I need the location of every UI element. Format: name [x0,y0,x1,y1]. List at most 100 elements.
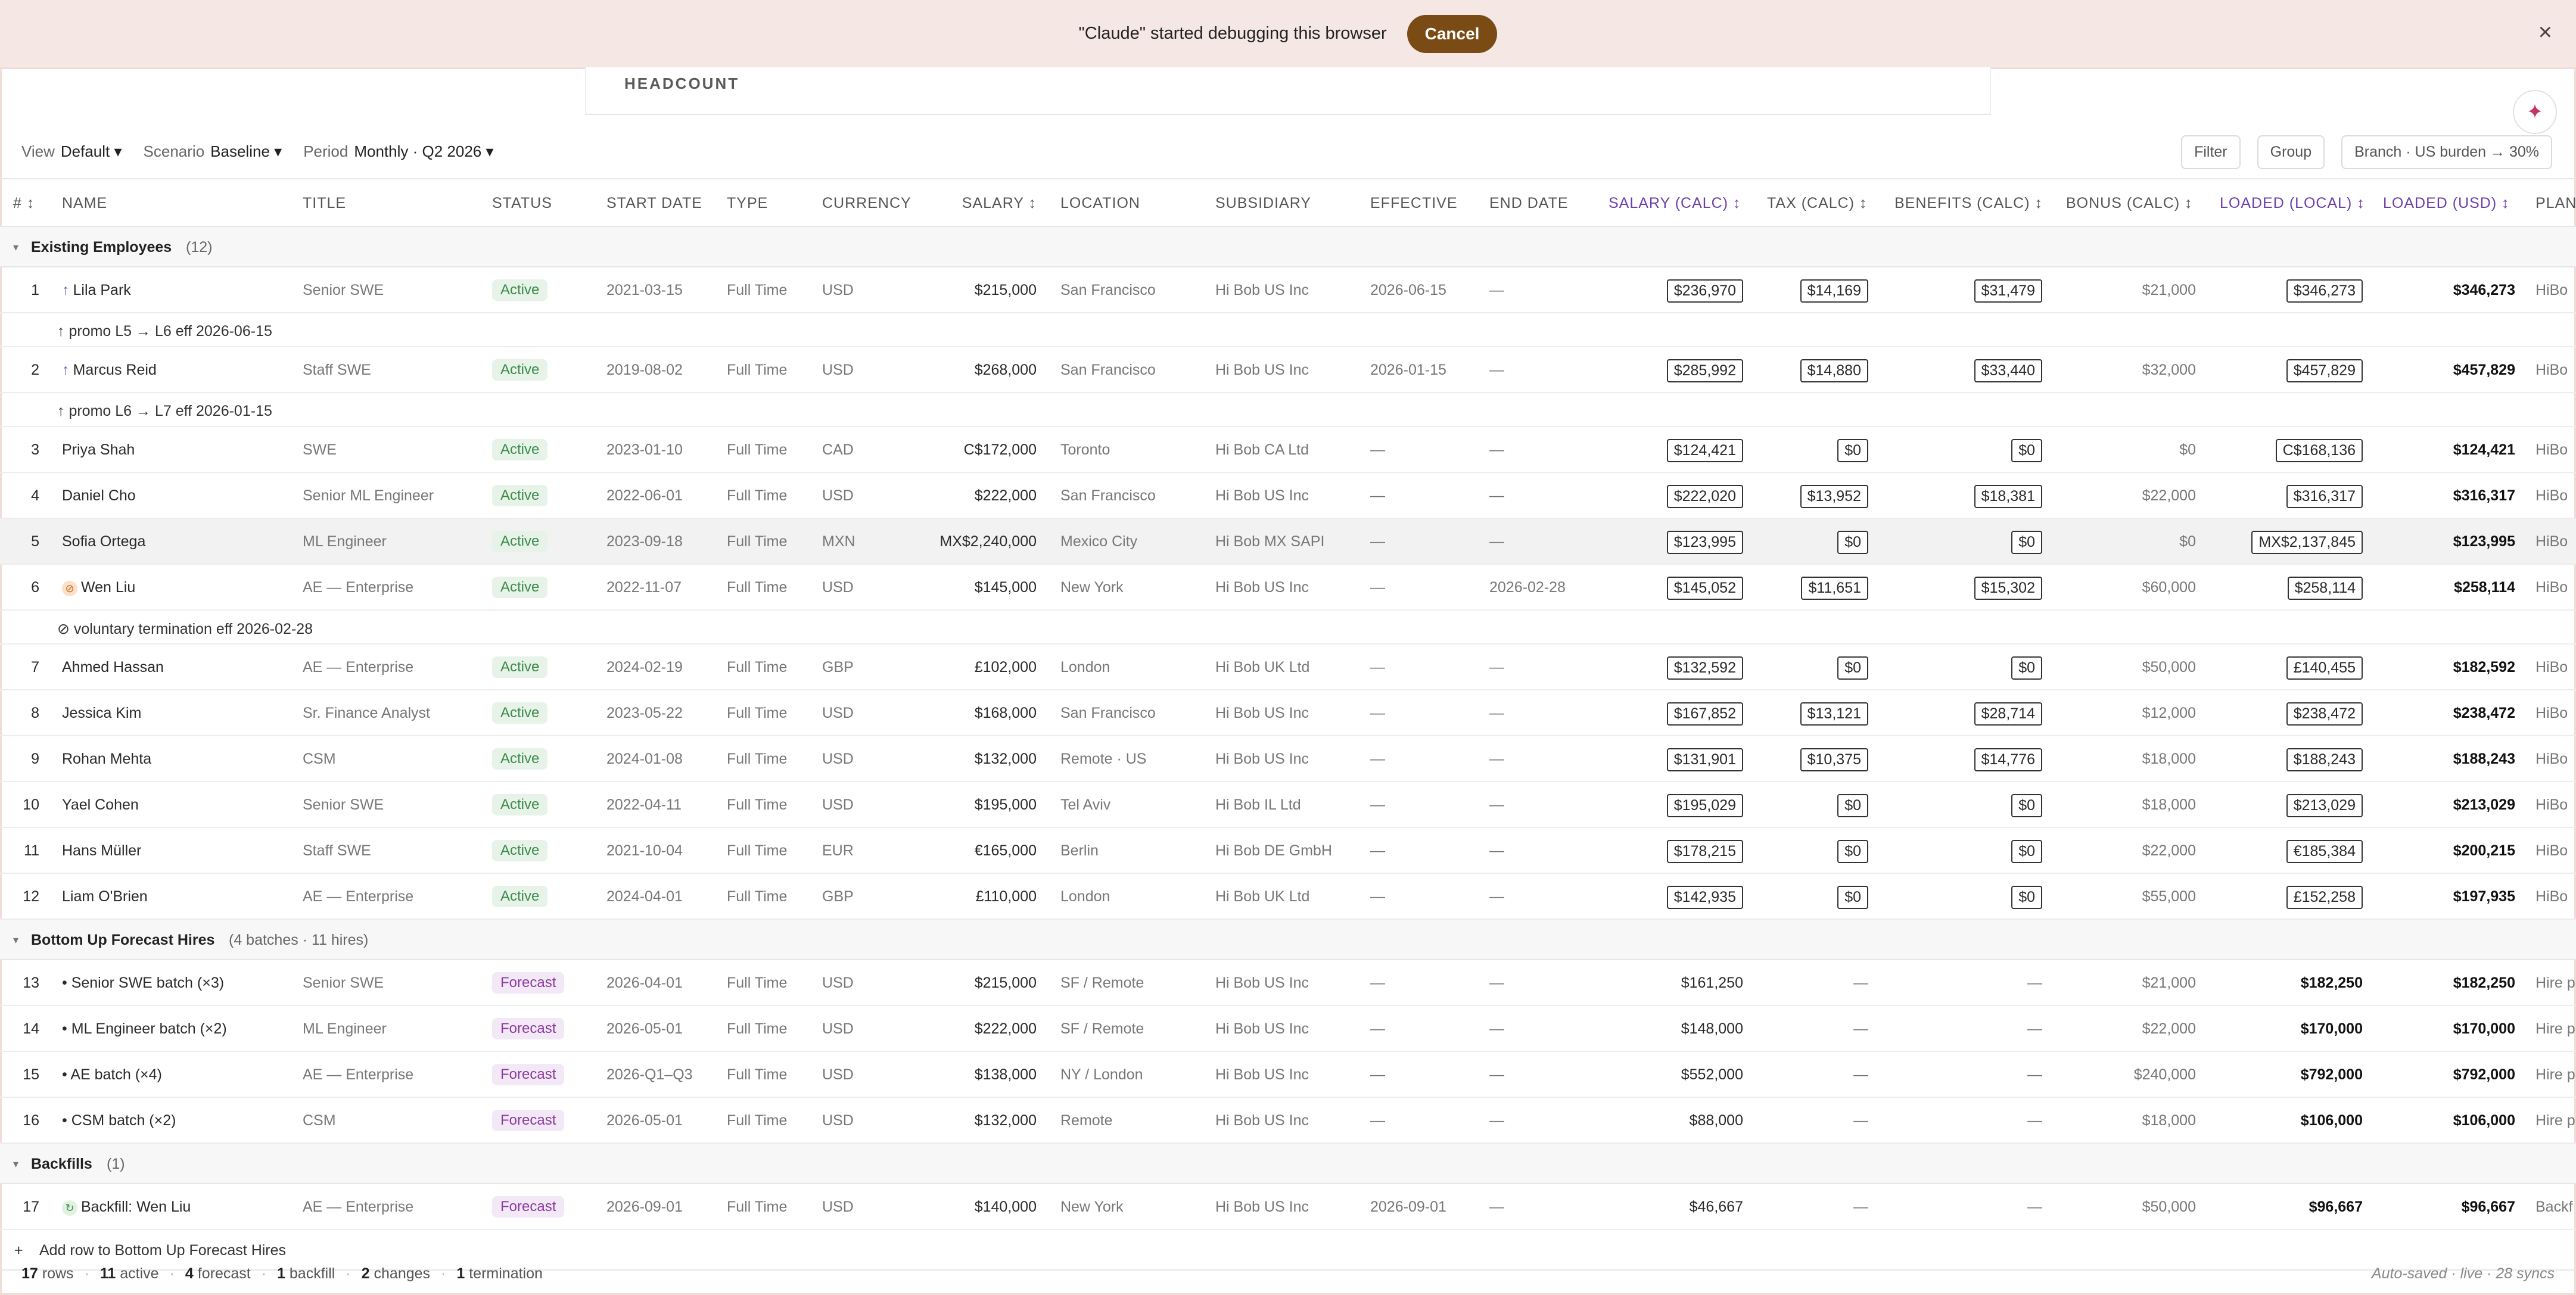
row-name-cell[interactable]: • AE batch (×4) [62,1066,162,1084]
row-scalc[interactable]: $236,970 [1609,279,1743,303]
row-scalc[interactable]: $46,667 [1609,1199,1743,1216]
row-ben[interactable]: $33,440 [1894,359,2042,382]
table-row[interactable]: 12 Liam O'Brien AE — Enterprise Active 2024-… [0,874,2576,920]
row-tax[interactable]: $0 [1767,439,1868,462]
view-selector[interactable]: View Default ▾ [21,142,122,161]
row-tax[interactable]: $0 [1767,656,1868,680]
row-name-cell[interactable]: Hans Müller [62,842,141,860]
row-tax[interactable]: — [1767,975,1868,992]
row-scalc[interactable]: $552,000 [1609,1066,1743,1084]
table-row[interactable]: 7 Ahmed Hassan AE — Enterprise Active 2024-0… [0,645,2576,690]
row-ben[interactable]: $28,714 [1894,702,2042,726]
col-end-date[interactable]: END DATE [1489,195,1569,211]
collapse-caret-icon[interactable]: ▾ [13,934,19,946]
row-salary[interactable]: €165,000 [974,842,1037,859]
row-scalc[interactable]: $123,995 [1609,531,1743,554]
row-salary[interactable]: $168,000 [974,705,1037,721]
row-salary[interactable]: $145,000 [974,579,1037,596]
row-tax[interactable]: $13,121 [1767,702,1868,726]
row-tax[interactable]: — [1767,1199,1868,1216]
row-tax[interactable]: $14,880 [1767,359,1868,382]
row-ben[interactable]: $0 [1894,439,2042,462]
row-tax[interactable]: $11,651 [1767,577,1868,600]
row-tax[interactable]: $14,169 [1767,279,1868,303]
row-ben[interactable]: $0 [1894,531,2042,554]
table-row[interactable]: 11 Hans Müller Staff SWE Active 2021-10-04 Fu… [0,828,2576,874]
period-selector[interactable]: Period Monthly · Q2 2026 ▾ [303,142,493,161]
headcount-tab[interactable]: HEADCOUNT [585,67,1991,115]
add-row-button[interactable]: + Add row to Bottom Up Forecast Hires [0,1230,2576,1271]
row-salary[interactable]: $140,000 [974,1199,1037,1215]
row-scalc[interactable]: $145,052 [1609,577,1743,600]
col-location[interactable]: LOCATION [1060,195,1140,211]
row-name-cell[interactable]: • Senior SWE batch (×3) [62,975,224,992]
row-ben[interactable]: $14,776 [1894,748,2042,771]
row-salary[interactable]: $268,000 [974,362,1037,378]
row-name-cell[interactable]: Sofia Ortega [62,533,145,550]
row-salary[interactable]: $222,000 [974,487,1037,504]
row-ben[interactable]: — [1894,1112,2042,1129]
row-name-cell[interactable]: Priya Shah [62,441,135,459]
row-name-cell[interactable]: Yael Cohen [62,796,139,814]
row-ll[interactable]: MX$2,137,845 [2220,531,2363,554]
table-row[interactable]: 2 ↑ Marcus Reid Staff SWE Active 2019-08-02 Fu… [0,347,2576,393]
row-scalc[interactable]: $132,592 [1609,656,1743,680]
table-row[interactable]: 3 Priya Shah SWE Active 2023-01-10 Full Time C… [0,427,2576,473]
row-tax[interactable]: $0 [1767,531,1868,554]
row-ll[interactable]: €185,384 [2220,840,2363,863]
row-tax[interactable]: $13,952 [1767,485,1868,508]
row-ll[interactable]: C$168,136 [2220,439,2363,462]
row-tax[interactable]: — [1767,1020,1868,1038]
row-ll[interactable]: $213,029 [2220,794,2363,817]
col-plan[interactable]: PLAN [2535,195,2576,211]
row-scalc[interactable]: $148,000 [1609,1020,1743,1038]
row-ben[interactable]: $15,302 [1894,577,2042,600]
row-ben[interactable]: $0 [1894,794,2042,817]
table-row[interactable]: 5 Sofia Ortega ML Engineer Active 2023-09-18… [0,519,2576,565]
row-name-cell[interactable]: ↻ Backfill: Wen Liu [62,1199,191,1216]
row-ll[interactable]: $346,273 [2220,279,2363,303]
row-tax[interactable]: $0 [1767,840,1868,863]
col-loaded-local[interactable]: LOADED (LOCAL) ↕ [2220,195,2365,211]
group-existing-employees[interactable]: ▾ Existing Employees (12) [0,227,2576,267]
col-type[interactable]: TYPE [727,195,769,211]
row-scalc[interactable]: $124,421 [1609,439,1743,462]
table-row[interactable]: 4 Daniel Cho Senior ML Engineer Active 2022-… [0,473,2576,519]
collapse-caret-icon[interactable]: ▾ [13,241,19,253]
row-ll[interactable]: $258,114 [2220,577,2363,600]
col-status[interactable]: STATUS [492,195,552,211]
table-row[interactable]: 6 ⊘ Wen Liu AE — Enterprise Active 2022-11-07… [0,565,2576,611]
row-ben[interactable]: — [1894,975,2042,992]
col-start-date[interactable]: START DATE [606,195,702,211]
row-ll[interactable]: $96,667 [2220,1199,2363,1216]
row-name-cell[interactable]: Ahmed Hassan [62,659,164,676]
table-row[interactable]: 13 • Senior SWE batch (×3) Senior SWE Forec… [0,960,2576,1006]
col-salary-calc[interactable]: SALARY (CALC) ↕ [1609,195,1741,211]
row-salary[interactable]: $215,000 [974,975,1037,991]
group-backfills[interactable]: ▾ Backfills (1) [0,1144,2576,1184]
row-salary[interactable]: $222,000 [974,1020,1037,1037]
row-tax[interactable]: $0 [1767,794,1868,817]
row-scalc[interactable]: $88,000 [1609,1112,1743,1129]
row-salary[interactable]: MX$2,240,000 [939,533,1037,550]
row-name-cell[interactable]: ↑ Lila Park [62,282,131,299]
row-salary[interactable]: $138,000 [974,1066,1037,1083]
row-name-cell[interactable]: • CSM batch (×2) [62,1112,176,1129]
row-ll[interactable]: £140,455 [2220,656,2363,680]
col-effective[interactable]: EFFECTIVE [1370,195,1458,211]
row-name-cell[interactable]: • ML Engineer batch (×2) [62,1020,227,1038]
row-salary[interactable]: £110,000 [975,888,1037,905]
row-ll[interactable]: $170,000 [2220,1020,2363,1038]
row-salary[interactable]: C$172,000 [963,441,1037,458]
row-scalc[interactable]: $222,020 [1609,485,1743,508]
col-name[interactable]: NAME [62,195,108,211]
table-row[interactable]: 9 Rohan Mehta CSM Active 2024-01-08 Full Time… [0,736,2576,782]
cancel-button[interactable]: Cancel [1407,14,1498,53]
col-title[interactable]: TITLE [303,195,347,211]
filter-button[interactable]: Filter [2181,135,2241,169]
table-row[interactable]: 10 Yael Cohen Senior SWE Active 2022-04-11 Fu… [0,782,2576,828]
row-scalc[interactable]: $167,852 [1609,702,1743,726]
col-salary[interactable]: SALARY ↕ [962,195,1037,211]
row-name-cell[interactable]: Daniel Cho [62,487,136,505]
row-name-cell[interactable]: Jessica Kim [62,705,141,722]
